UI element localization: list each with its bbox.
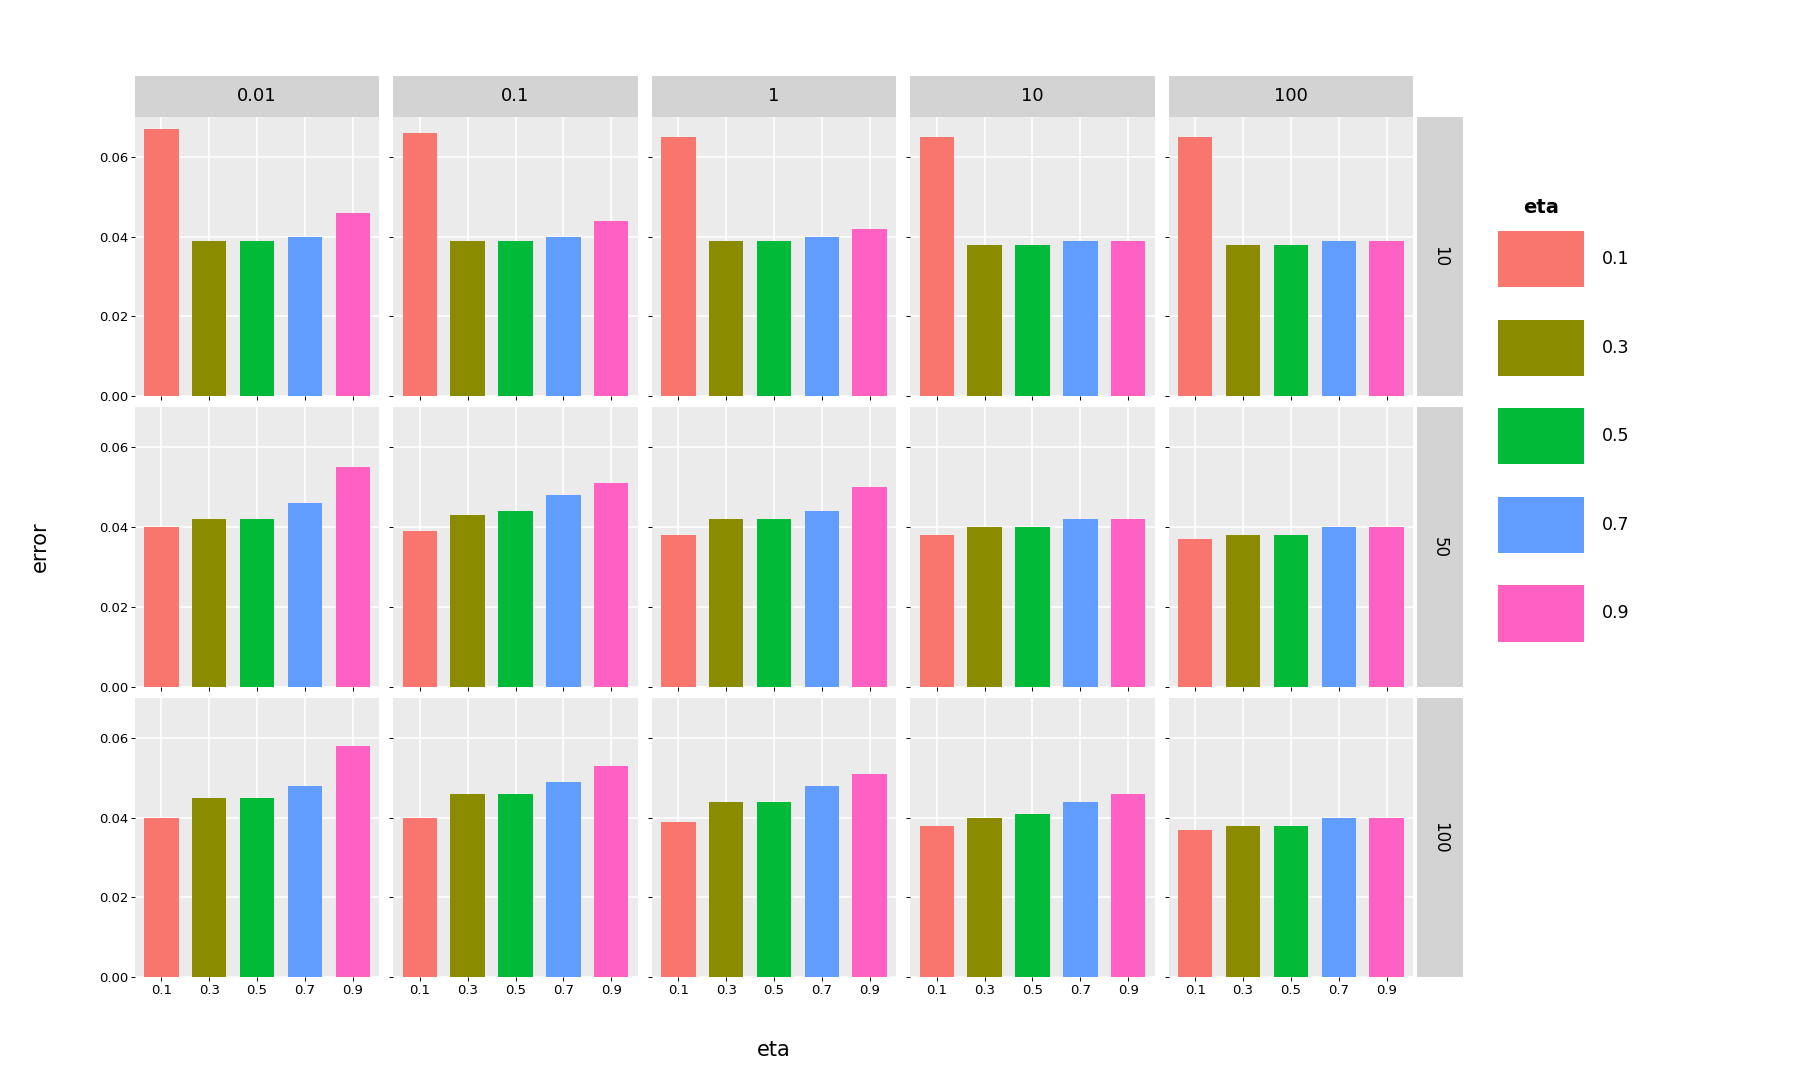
Bar bbox=[967, 527, 1003, 687]
Bar bbox=[661, 535, 695, 687]
Bar bbox=[1321, 527, 1355, 687]
Bar bbox=[661, 822, 695, 977]
Bar bbox=[288, 785, 322, 977]
Bar bbox=[805, 511, 839, 687]
Bar bbox=[1274, 535, 1309, 687]
Text: 0.01: 0.01 bbox=[238, 87, 277, 105]
Bar bbox=[1015, 813, 1049, 977]
Bar bbox=[450, 515, 484, 687]
Bar bbox=[450, 794, 484, 977]
Text: 100: 100 bbox=[1431, 822, 1449, 853]
Bar bbox=[193, 519, 227, 687]
Text: 0.1: 0.1 bbox=[1602, 251, 1629, 268]
Bar bbox=[545, 782, 581, 977]
Bar bbox=[288, 237, 322, 396]
Bar bbox=[805, 237, 839, 396]
Bar bbox=[756, 519, 792, 687]
Bar bbox=[594, 766, 628, 977]
Bar bbox=[1274, 825, 1309, 977]
Bar bbox=[1111, 519, 1145, 687]
Text: 50: 50 bbox=[1431, 537, 1449, 557]
Bar bbox=[335, 213, 371, 396]
Bar bbox=[403, 133, 437, 396]
Bar bbox=[920, 136, 954, 396]
Bar bbox=[288, 503, 322, 687]
Bar bbox=[594, 483, 628, 687]
Bar bbox=[594, 220, 628, 396]
Bar bbox=[1321, 241, 1355, 396]
Bar bbox=[967, 244, 1003, 396]
Bar bbox=[967, 818, 1003, 977]
Bar bbox=[709, 241, 743, 396]
Bar bbox=[1370, 241, 1404, 396]
Bar bbox=[853, 487, 887, 687]
Bar bbox=[853, 773, 887, 977]
Bar bbox=[661, 136, 695, 396]
Bar bbox=[499, 511, 533, 687]
Text: 10: 10 bbox=[1431, 246, 1449, 267]
Bar bbox=[1064, 241, 1098, 396]
Text: error: error bbox=[29, 522, 50, 572]
Bar bbox=[709, 801, 743, 977]
Bar bbox=[499, 241, 533, 396]
Text: 1: 1 bbox=[769, 87, 779, 105]
Bar bbox=[239, 241, 274, 396]
Bar bbox=[1111, 241, 1145, 396]
Bar bbox=[920, 825, 954, 977]
Bar bbox=[1015, 244, 1049, 396]
Bar bbox=[403, 818, 437, 977]
Text: 0.3: 0.3 bbox=[1602, 339, 1629, 356]
Bar bbox=[920, 535, 954, 687]
Text: 0.1: 0.1 bbox=[502, 87, 529, 105]
Bar bbox=[1274, 244, 1309, 396]
Bar bbox=[1370, 818, 1404, 977]
Text: 0.7: 0.7 bbox=[1602, 516, 1629, 534]
Bar bbox=[853, 229, 887, 396]
Text: 0.9: 0.9 bbox=[1602, 605, 1629, 622]
Bar bbox=[450, 241, 484, 396]
Bar bbox=[1064, 801, 1098, 977]
Bar bbox=[499, 794, 533, 977]
Bar bbox=[1226, 244, 1260, 396]
Bar bbox=[335, 745, 371, 977]
Bar bbox=[1370, 527, 1404, 687]
Bar bbox=[1177, 829, 1213, 977]
Bar bbox=[1064, 519, 1098, 687]
Bar bbox=[193, 797, 227, 977]
Bar bbox=[1111, 794, 1145, 977]
Text: 100: 100 bbox=[1274, 87, 1309, 105]
Bar bbox=[144, 129, 178, 396]
Bar bbox=[239, 519, 274, 687]
Bar bbox=[144, 818, 178, 977]
Bar bbox=[1226, 535, 1260, 687]
Bar bbox=[1177, 539, 1213, 687]
Bar bbox=[403, 531, 437, 687]
Bar bbox=[144, 527, 178, 687]
Bar bbox=[545, 495, 581, 687]
Text: 10: 10 bbox=[1021, 87, 1044, 105]
Bar bbox=[1177, 136, 1213, 396]
Text: 0.5: 0.5 bbox=[1602, 428, 1629, 445]
Bar bbox=[1015, 527, 1049, 687]
Text: eta: eta bbox=[1523, 198, 1559, 217]
Bar bbox=[756, 801, 792, 977]
Bar bbox=[756, 241, 792, 396]
Bar bbox=[709, 519, 743, 687]
Bar bbox=[1226, 825, 1260, 977]
Text: eta: eta bbox=[758, 1040, 790, 1059]
Bar bbox=[335, 467, 371, 687]
Bar bbox=[545, 237, 581, 396]
Bar bbox=[1321, 818, 1355, 977]
Bar bbox=[805, 785, 839, 977]
Bar bbox=[193, 241, 227, 396]
Bar bbox=[239, 797, 274, 977]
